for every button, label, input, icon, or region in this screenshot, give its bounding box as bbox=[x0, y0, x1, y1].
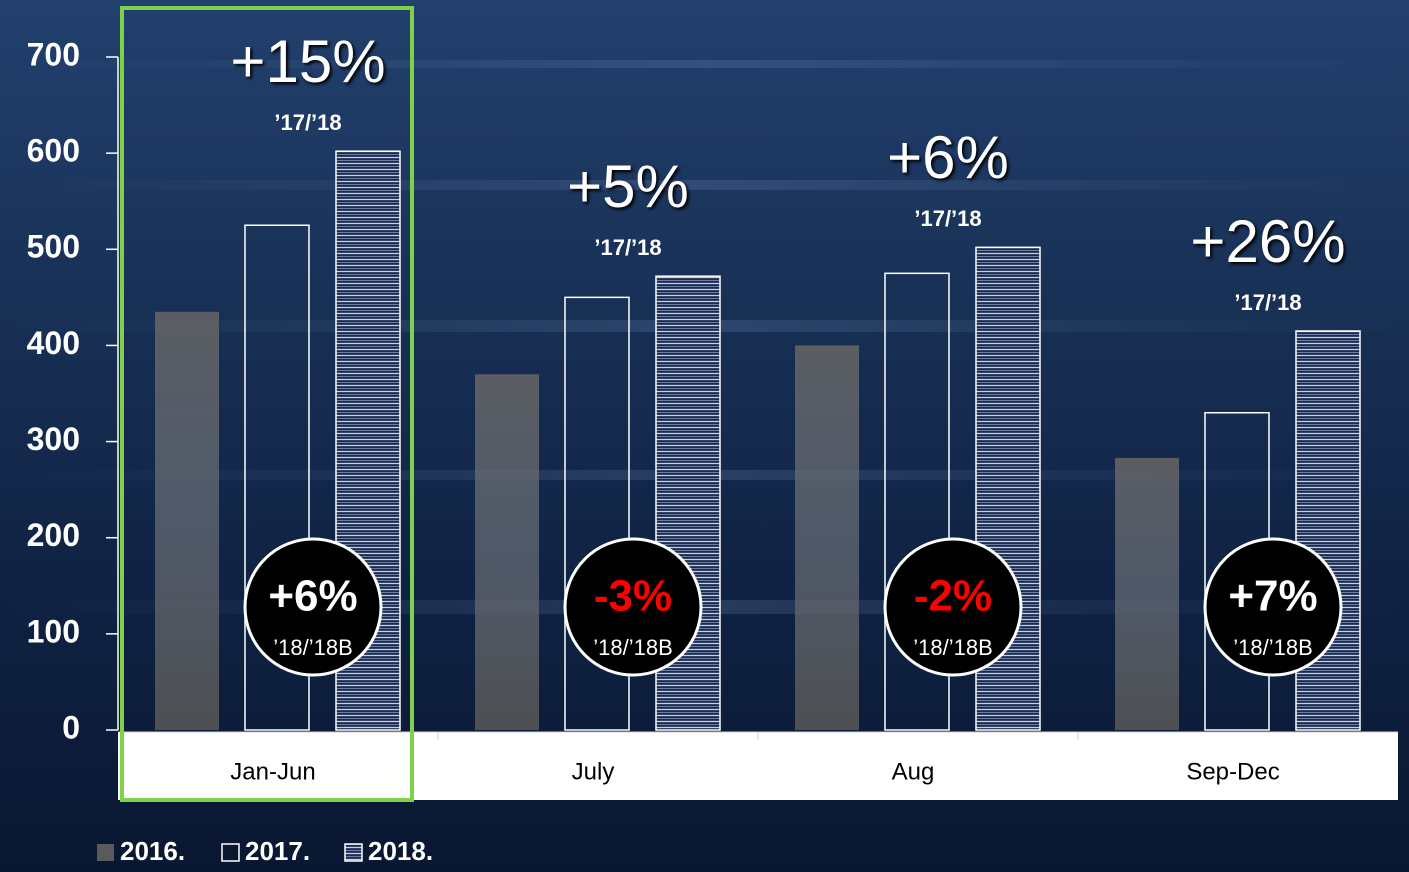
bar bbox=[155, 311, 219, 730]
legend-swatch bbox=[97, 844, 114, 861]
legend-swatch bbox=[221, 843, 240, 862]
change-label: +5% bbox=[567, 153, 689, 220]
badge-basis: ’18/’18B bbox=[913, 635, 993, 660]
bar bbox=[1115, 457, 1179, 730]
y-tick-label: 500 bbox=[27, 229, 80, 265]
y-tick-label: 200 bbox=[27, 517, 80, 553]
legend-label: 2017. bbox=[245, 836, 310, 866]
change-label: +26% bbox=[1190, 208, 1345, 275]
bar bbox=[244, 224, 310, 731]
badge-basis: ’18/’18B bbox=[593, 635, 673, 660]
legend-swatch bbox=[344, 843, 363, 862]
bar bbox=[795, 345, 859, 730]
bar bbox=[884, 272, 950, 731]
change-label: +15% bbox=[230, 28, 385, 95]
y-tick-label: 600 bbox=[27, 133, 80, 169]
x-tick-label: Sep-Dec bbox=[1186, 758, 1279, 785]
x-tick-label: Aug bbox=[892, 758, 935, 785]
legend-label: 2016. bbox=[120, 836, 185, 866]
y-tick-label: 100 bbox=[27, 613, 80, 649]
y-tick-label: 300 bbox=[27, 421, 80, 457]
change-basis: ’17/’18 bbox=[1234, 290, 1301, 315]
badge bbox=[1203, 537, 1343, 677]
highlight-box bbox=[120, 6, 414, 802]
bar bbox=[564, 296, 630, 731]
x-axis-band bbox=[118, 732, 1398, 800]
y-tick-label: 700 bbox=[27, 36, 80, 72]
change-basis: ’17/’18 bbox=[594, 235, 661, 260]
badge-basis: ’18/’18B bbox=[1233, 635, 1313, 660]
badge bbox=[563, 537, 703, 677]
bar bbox=[1295, 330, 1361, 731]
badge bbox=[883, 537, 1023, 677]
badge-label: +6% bbox=[268, 572, 357, 621]
y-tick-label: 0 bbox=[62, 709, 80, 745]
bar bbox=[475, 374, 539, 730]
badge-label: +7% bbox=[1228, 572, 1317, 621]
x-tick-label: Jan-Jun bbox=[230, 758, 315, 785]
badge bbox=[243, 537, 383, 677]
badge-basis: ’18/’18B bbox=[273, 635, 353, 660]
change-basis: ’17/’18 bbox=[274, 110, 341, 135]
change-basis: ’17/’18 bbox=[914, 206, 981, 231]
legend-label: 2018. bbox=[368, 836, 433, 866]
change-label: +6% bbox=[887, 124, 1009, 191]
x-tick-label: July bbox=[572, 758, 615, 785]
badge-label: -3% bbox=[594, 572, 672, 621]
badge-label: -2% bbox=[914, 572, 992, 621]
y-tick-label: 400 bbox=[27, 325, 80, 361]
bar bbox=[655, 275, 721, 731]
